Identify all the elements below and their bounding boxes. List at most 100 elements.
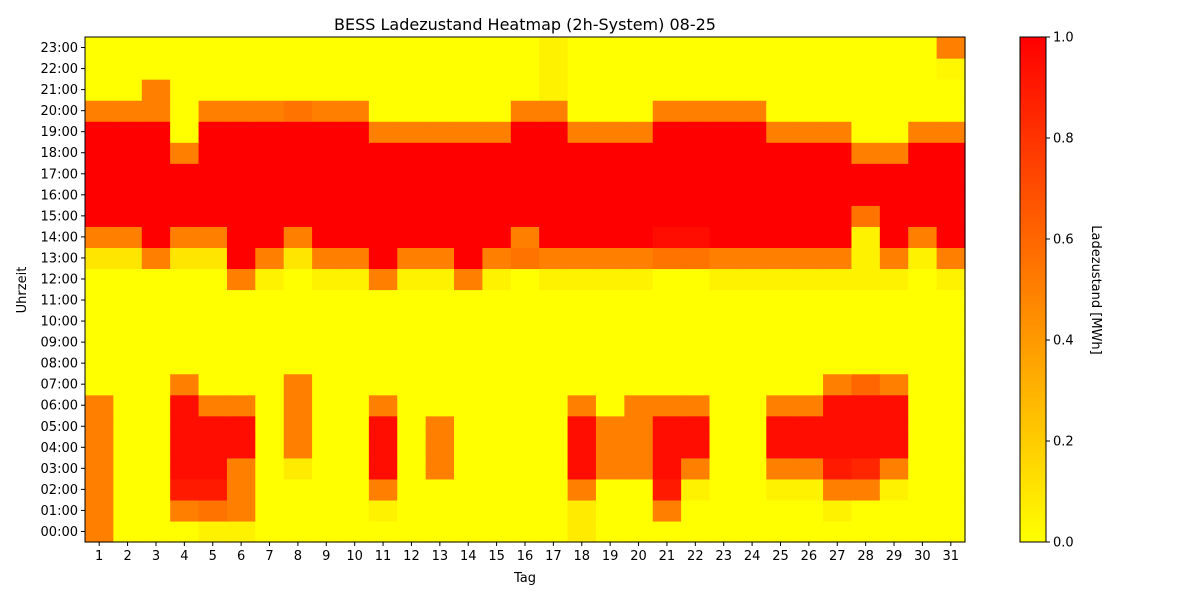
- heatmap-cell: [425, 289, 455, 312]
- heatmap-cell: [198, 58, 228, 80]
- heatmap-cell: [368, 373, 398, 396]
- heatmap-cell: [510, 415, 540, 438]
- heatmap-cell: [794, 58, 824, 80]
- heatmap-cell: [312, 79, 342, 101]
- heatmap-cell: [709, 520, 739, 543]
- heatmap-cell: [851, 184, 881, 206]
- heatmap-cell: [255, 268, 285, 291]
- heatmap-cell: [340, 37, 370, 59]
- heatmap-cell: [567, 520, 597, 543]
- heatmap-cell: [879, 373, 909, 396]
- heatmap-cell: [141, 352, 171, 375]
- heatmap-cell: [226, 310, 256, 333]
- heatmap-cell: [652, 331, 682, 354]
- heatmap-cell: [198, 310, 228, 333]
- heatmap-cell: [368, 205, 398, 227]
- heatmap-cell: [908, 436, 938, 459]
- heatmap-cell: [255, 331, 285, 354]
- heatmap-cell: [283, 100, 313, 122]
- heatmap-cell: [766, 436, 796, 459]
- heatmap-cell: [681, 436, 711, 459]
- y-tick-label: 17:00: [41, 167, 78, 182]
- heatmap-cell: [510, 310, 540, 333]
- heatmap-cell: [567, 436, 597, 459]
- heatmap-cell: [226, 163, 256, 185]
- heatmap-cell: [255, 499, 285, 522]
- heatmap-cell: [283, 142, 313, 164]
- heatmap-cell: [397, 373, 427, 396]
- heatmap-cell: [879, 226, 909, 249]
- x-tick-label: 19: [602, 549, 619, 564]
- heatmap-cell: [397, 457, 427, 480]
- heatmap-cell: [766, 247, 796, 270]
- heatmap-cell: [936, 247, 966, 270]
- heatmap-cell: [454, 226, 484, 249]
- heatmap-cell: [539, 289, 569, 312]
- heatmap-cell: [312, 163, 342, 185]
- heatmap-cell: [681, 457, 711, 480]
- heatmap-cell: [368, 352, 398, 375]
- heatmap-cell: [141, 226, 171, 249]
- heatmap-cell: [482, 478, 512, 501]
- heatmap-cell: [681, 310, 711, 333]
- heatmap-cell: [908, 373, 938, 396]
- y-tick-label: 15:00: [41, 209, 78, 224]
- heatmap-cell: [681, 100, 711, 122]
- heatmap-cell: [595, 310, 625, 333]
- colorbar-ticks: 0.0 0.2 0.4 0.6 0.8 1.0: [1046, 31, 1074, 551]
- heatmap-cell: [454, 331, 484, 354]
- heatmap-cell: [397, 163, 427, 185]
- heatmap-cell: [255, 310, 285, 333]
- heatmap-cell: [425, 37, 455, 59]
- heatmap-cell: [255, 142, 285, 164]
- heatmap-cell: [908, 352, 938, 375]
- heatmap-cell: [595, 499, 625, 522]
- heatmap-cell: [226, 121, 256, 143]
- heatmap-cell: [226, 100, 256, 122]
- heatmap-cell: [482, 310, 512, 333]
- colorbar-tick-label: 0.2: [1053, 435, 1074, 450]
- y-tick-label: 19:00: [41, 125, 78, 140]
- heatmap-cell: [425, 268, 455, 291]
- heatmap-cell: [737, 100, 767, 122]
- y-axis-ticks: 00:00 01:00 02:00 03:00 04:00 05:00 06:00 07:00…: [41, 41, 85, 540]
- heatmap-cell: [283, 184, 313, 206]
- heatmap-cell: [170, 268, 200, 291]
- heatmap-cell: [340, 247, 370, 270]
- heatmap-cell: [141, 457, 171, 480]
- y-tick-label: 08:00: [41, 357, 78, 372]
- heatmap-cell: [368, 226, 398, 249]
- heatmap-cell: [340, 58, 370, 80]
- colorbar-tick-label: 0.6: [1053, 233, 1074, 248]
- heatmap-cell: [709, 121, 739, 143]
- heatmap-cell: [823, 247, 853, 270]
- heatmap-cell: [170, 310, 200, 333]
- heatmap-cell: [851, 226, 881, 249]
- heatmap-cell: [766, 331, 796, 354]
- heatmap-cell: [652, 436, 682, 459]
- y-tick-label: 09:00: [41, 336, 78, 351]
- heatmap-cell: [737, 37, 767, 59]
- heatmap-cell: [425, 226, 455, 249]
- heatmap-cell: [681, 394, 711, 417]
- heatmap-cell: [482, 58, 512, 80]
- heatmap-cell: [624, 58, 654, 80]
- heatmap-cell: [681, 247, 711, 270]
- heatmap-cell: [879, 268, 909, 291]
- heatmap-cell: [283, 373, 313, 396]
- heatmap-cell: [198, 142, 228, 164]
- heatmap-cell: [794, 394, 824, 417]
- heatmap-cell: [368, 331, 398, 354]
- heatmap-cell: [709, 373, 739, 396]
- heatmap-cell: [425, 121, 455, 143]
- heatmap-cell: [255, 478, 285, 501]
- heatmap-cell: [226, 436, 256, 459]
- heatmap-cell: [312, 121, 342, 143]
- heatmap-cell: [397, 37, 427, 59]
- heatmap-cell: [113, 331, 143, 354]
- heatmap-cell: [879, 121, 909, 143]
- heatmap-cell: [652, 499, 682, 522]
- heatmap-cell: [879, 247, 909, 270]
- heatmap-cell: [539, 58, 569, 80]
- heatmap-cell: [510, 352, 540, 375]
